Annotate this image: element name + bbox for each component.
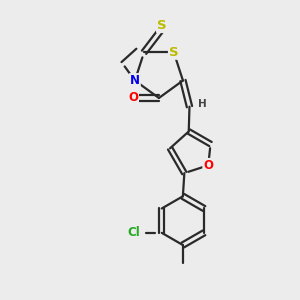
Text: N: N (130, 74, 140, 87)
Text: O: O (128, 92, 138, 104)
Text: S: S (157, 19, 167, 32)
Text: Cl: Cl (127, 226, 140, 239)
Text: O: O (203, 159, 213, 172)
Text: S: S (169, 46, 178, 59)
Text: H: H (198, 99, 206, 109)
